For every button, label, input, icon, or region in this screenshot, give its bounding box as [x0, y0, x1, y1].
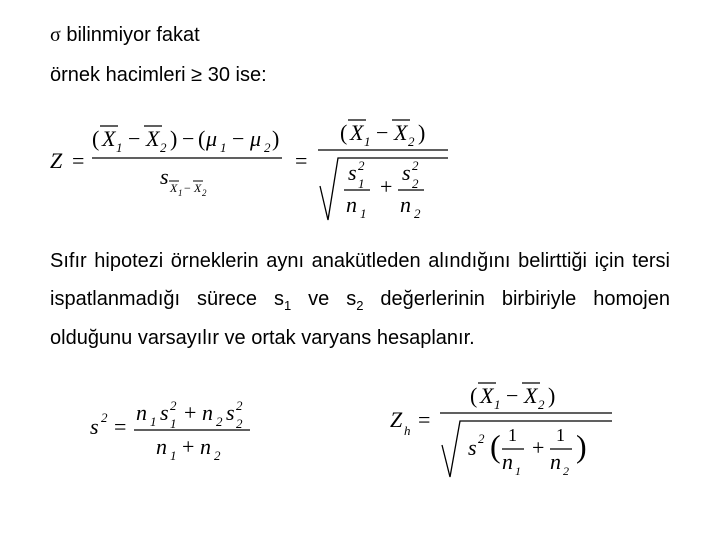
svg-text:−: − — [128, 126, 140, 151]
svg-text:): ) — [272, 126, 279, 151]
svg-text:1: 1 — [494, 397, 501, 412]
svg-text:X: X — [393, 120, 409, 145]
svg-text:h: h — [404, 423, 411, 438]
svg-text:s: s — [90, 414, 99, 439]
svg-text:Z: Z — [50, 148, 63, 173]
svg-text:s: s — [348, 160, 357, 185]
svg-text:+: + — [532, 435, 544, 460]
svg-text:=: = — [418, 407, 430, 432]
equation-pooled-variance: s 2 = n 1 s 2 1 + n 2 s 2 2 n 1 + n 2 — [90, 390, 290, 470]
svg-text:=: = — [295, 148, 307, 173]
svg-text:2: 2 — [414, 206, 421, 221]
svg-text:1: 1 — [515, 464, 521, 478]
svg-text:μ: μ — [249, 126, 261, 151]
svg-text:=: = — [72, 148, 84, 173]
svg-text:1: 1 — [360, 206, 367, 221]
svg-text:n: n — [346, 192, 357, 217]
svg-text:2: 2 — [236, 416, 243, 431]
svg-text:X: X — [479, 383, 495, 408]
svg-text:): ) — [170, 126, 177, 151]
svg-text:n: n — [200, 434, 211, 459]
svg-text:−: − — [376, 120, 388, 145]
equation-row-bottom: s 2 = n 1 s 2 1 + n 2 s 2 2 n 1 + n 2 — [50, 375, 670, 485]
svg-text:+: + — [380, 174, 392, 199]
svg-text:1: 1 — [556, 425, 565, 445]
svg-text:2: 2 — [170, 398, 177, 413]
svg-text:X: X — [169, 181, 178, 195]
svg-text:−: − — [232, 126, 244, 151]
svg-text:2: 2 — [408, 134, 415, 149]
line1-rest: bilinmiyor fakat — [61, 24, 200, 46]
svg-text:): ) — [548, 383, 555, 408]
svg-text:1: 1 — [508, 425, 517, 445]
svg-text:2: 2 — [160, 140, 167, 155]
svg-text:2: 2 — [538, 397, 545, 412]
svg-text:X: X — [349, 120, 365, 145]
svg-text:2: 2 — [214, 448, 221, 463]
svg-text:s: s — [160, 164, 169, 189]
svg-text:1: 1 — [170, 448, 177, 463]
svg-text:s: s — [402, 160, 411, 185]
svg-text:1: 1 — [150, 414, 157, 429]
svg-text:2: 2 — [358, 158, 365, 173]
svg-text:): ) — [576, 428, 587, 464]
svg-text:X: X — [193, 181, 202, 195]
line-sigma: σ bilinmiyor fakat — [50, 20, 670, 50]
svg-text:(: ( — [198, 126, 205, 151]
svg-text:(: ( — [92, 126, 99, 151]
svg-text:n: n — [400, 192, 411, 217]
svg-text:2: 2 — [264, 140, 271, 155]
svg-text:2: 2 — [216, 414, 223, 429]
svg-text:−: − — [506, 383, 518, 408]
svg-text:2: 2 — [202, 188, 207, 198]
svg-text:X: X — [523, 383, 539, 408]
svg-text:n: n — [550, 449, 561, 474]
svg-text:1: 1 — [358, 176, 365, 191]
line-sample-size: örnek hacimleri ≥ 30 ise: — [50, 60, 670, 90]
svg-text:s: s — [468, 435, 477, 460]
sigma-symbol: σ — [50, 24, 61, 46]
svg-text:1: 1 — [364, 134, 371, 149]
svg-text:2: 2 — [412, 176, 419, 191]
svg-text:−: − — [182, 126, 194, 151]
svg-text:1: 1 — [178, 188, 183, 198]
svg-text:2: 2 — [478, 431, 485, 446]
svg-text:2: 2 — [101, 410, 108, 425]
svg-text:1: 1 — [220, 140, 227, 155]
svg-text:(: ( — [490, 428, 501, 464]
svg-text:n: n — [136, 400, 147, 425]
paragraph-hypothesis: Sıfır hipotezi örneklerin aynı anakütled… — [50, 242, 670, 357]
svg-text:s: s — [226, 400, 235, 425]
svg-text:X: X — [101, 126, 117, 151]
svg-text:n: n — [502, 449, 513, 474]
svg-text:=: = — [114, 414, 126, 439]
svg-text:Z: Z — [390, 407, 403, 432]
svg-text:n: n — [156, 434, 167, 459]
svg-text:+: + — [184, 400, 196, 425]
svg-text:2: 2 — [563, 464, 569, 478]
para-part2: ve s — [291, 288, 356, 310]
svg-text:1: 1 — [116, 140, 123, 155]
equation-zh: Z h = ( X 1 − X 2 ) s 2 ( 1 n 1 + — [390, 375, 650, 485]
svg-text:(: ( — [470, 383, 477, 408]
svg-text:(: ( — [340, 120, 347, 145]
svg-text:μ: μ — [205, 126, 217, 151]
svg-text:X: X — [145, 126, 161, 151]
svg-text:+: + — [182, 434, 194, 459]
svg-text:−: − — [184, 181, 191, 195]
svg-text:s: s — [160, 400, 169, 425]
equation-z-main: Z = ( X 1 − X 2 ) − ( μ 1 − μ 2 ) s X 1 … — [50, 108, 670, 228]
svg-text:2: 2 — [412, 158, 419, 173]
svg-text:n: n — [202, 400, 213, 425]
svg-text:1: 1 — [170, 416, 177, 431]
svg-text:2: 2 — [236, 398, 243, 413]
svg-text:): ) — [418, 120, 425, 145]
